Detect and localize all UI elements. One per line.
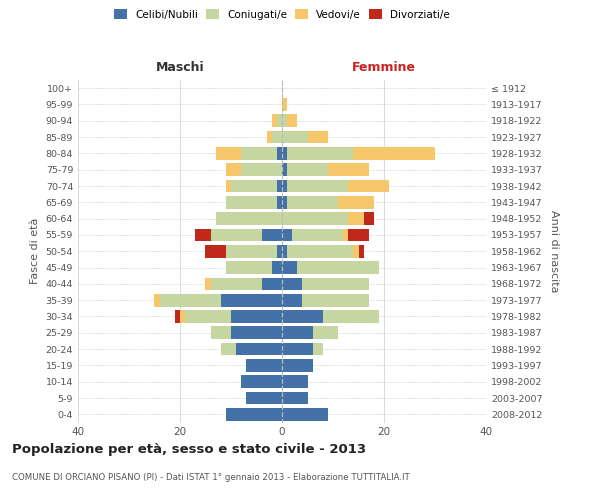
Bar [302, 294, 369, 306]
Bar [298, 261, 379, 274]
Bar [287, 164, 328, 176]
Bar [349, 212, 364, 225]
Bar [211, 278, 262, 290]
Bar [272, 130, 282, 143]
Bar [282, 114, 287, 127]
Bar [282, 130, 308, 143]
Bar [282, 408, 328, 420]
Bar [226, 408, 282, 420]
Bar [226, 261, 272, 274]
Bar [180, 310, 185, 323]
Bar [282, 147, 287, 160]
Bar [277, 245, 282, 258]
Bar [287, 180, 349, 192]
Text: COMUNE DI ORCIANO PISANO (PI) - Dati ISTAT 1° gennaio 2013 - Elaborazione TUTTIT: COMUNE DI ORCIANO PISANO (PI) - Dati IST… [12, 472, 410, 482]
Text: Femmine: Femmine [352, 61, 416, 74]
Bar [216, 212, 282, 225]
Bar [282, 261, 298, 274]
Bar [226, 180, 231, 192]
Bar [262, 228, 282, 241]
Text: Popolazione per età, sesso e stato civile - 2013: Popolazione per età, sesso e stato civil… [12, 442, 366, 456]
Bar [282, 392, 308, 404]
Bar [287, 147, 353, 160]
Bar [267, 130, 272, 143]
Bar [302, 278, 369, 290]
Bar [282, 342, 313, 355]
Bar [262, 278, 282, 290]
Bar [206, 278, 211, 290]
Bar [282, 164, 287, 176]
Bar [185, 310, 231, 323]
Bar [343, 228, 349, 241]
Y-axis label: Fasce di età: Fasce di età [30, 218, 40, 284]
Bar [282, 196, 287, 208]
Bar [282, 180, 287, 192]
Bar [287, 245, 353, 258]
Bar [247, 359, 282, 372]
Bar [241, 164, 282, 176]
Bar [308, 130, 328, 143]
Bar [175, 310, 180, 323]
Bar [231, 310, 282, 323]
Bar [282, 326, 313, 339]
Bar [211, 326, 231, 339]
Bar [313, 326, 338, 339]
Bar [353, 245, 359, 258]
Bar [277, 180, 282, 192]
Bar [277, 114, 282, 127]
Bar [282, 98, 287, 111]
Bar [221, 294, 282, 306]
Bar [277, 196, 282, 208]
Bar [272, 114, 277, 127]
Bar [282, 228, 292, 241]
Bar [349, 180, 389, 192]
Bar [155, 294, 160, 306]
Bar [226, 245, 277, 258]
Bar [236, 342, 282, 355]
Bar [241, 147, 277, 160]
Bar [282, 294, 302, 306]
Bar [226, 164, 241, 176]
Bar [338, 196, 374, 208]
Y-axis label: Anni di nascita: Anni di nascita [549, 210, 559, 292]
Legend: Celibi/Nubili, Coniugati/e, Vedovi/e, Divorziati/e: Celibi/Nubili, Coniugati/e, Vedovi/e, Di… [110, 5, 454, 24]
Bar [328, 164, 369, 176]
Bar [226, 196, 277, 208]
Bar [292, 228, 343, 241]
Bar [313, 342, 323, 355]
Bar [282, 359, 313, 372]
Bar [231, 180, 277, 192]
Bar [282, 212, 349, 225]
Bar [221, 342, 236, 355]
Bar [160, 294, 221, 306]
Bar [282, 278, 302, 290]
Bar [231, 326, 282, 339]
Bar [364, 212, 374, 225]
Bar [287, 196, 338, 208]
Bar [216, 147, 241, 160]
Bar [196, 228, 211, 241]
Bar [282, 376, 308, 388]
Text: Maschi: Maschi [155, 61, 205, 74]
Bar [349, 228, 369, 241]
Bar [282, 245, 287, 258]
Bar [359, 245, 364, 258]
Bar [282, 310, 323, 323]
Bar [247, 392, 282, 404]
Bar [272, 261, 282, 274]
Bar [241, 376, 282, 388]
Bar [323, 310, 379, 323]
Bar [206, 245, 226, 258]
Bar [287, 114, 298, 127]
Bar [211, 228, 262, 241]
Bar [277, 147, 282, 160]
Bar [353, 147, 435, 160]
